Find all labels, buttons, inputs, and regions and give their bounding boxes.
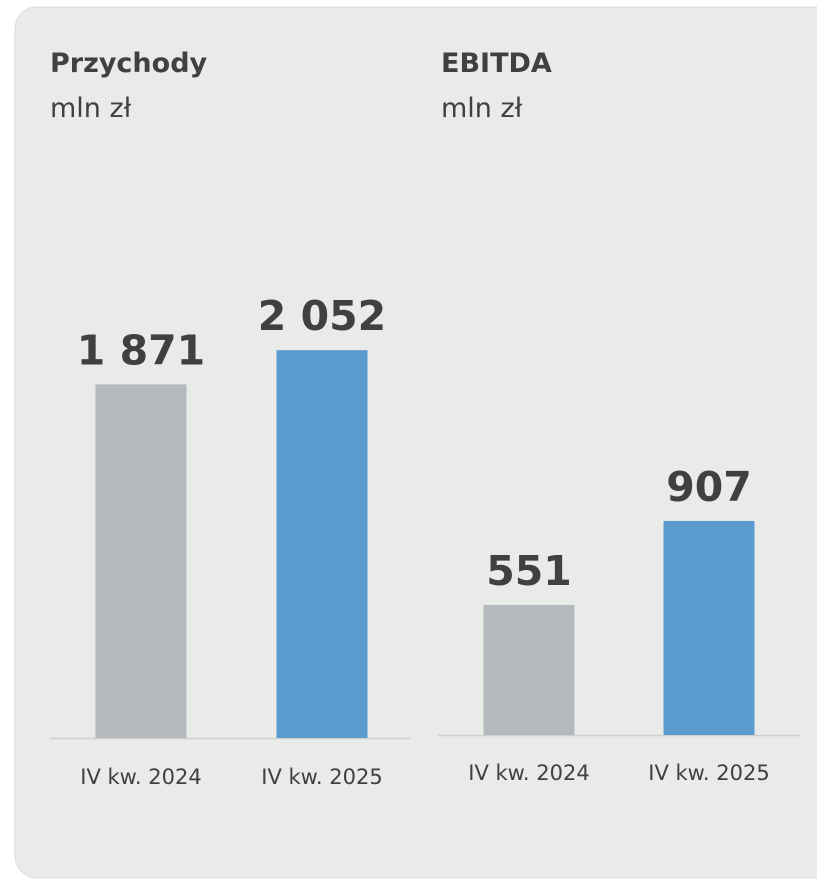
bar: [276, 350, 368, 738]
bar: [95, 384, 187, 738]
x-tick-label: IV kw. 2024: [468, 761, 589, 785]
chart-subtitle: mln zł: [441, 93, 523, 124]
value-label: 907: [666, 463, 752, 511]
card: [14, 6, 817, 879]
chart-subtitle: mln zł: [50, 93, 132, 124]
chart-title: EBITDA: [441, 48, 552, 79]
bar: [483, 604, 575, 735]
x-tick-label: IV kw. 2025: [261, 765, 382, 789]
value-label: 1 871: [77, 326, 205, 374]
x-tick-label: IV kw. 2024: [80, 765, 201, 789]
chart-title: Przychody: [50, 48, 208, 79]
x-tick-label: IV kw. 2025: [648, 761, 769, 785]
value-label: 551: [486, 547, 572, 595]
bar: [663, 520, 755, 735]
value-label: 2 052: [258, 292, 386, 340]
